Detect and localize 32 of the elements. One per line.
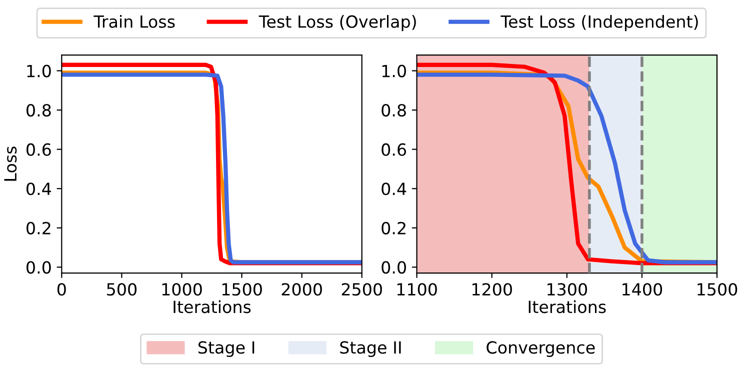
x-tick-label: 1500 [698,283,738,296]
y-tick-label: 0.8 [382,104,406,117]
x-tick-label: 1000 [162,283,202,296]
x-tick-label: 1300 [548,283,587,296]
x-tick-label: 1200 [472,283,512,296]
legend-label: Test Loss (Overlap) [258,15,416,32]
y-tick-label: 0.2 [26,222,50,234]
x-tick-label: 500 [107,283,137,296]
y-tick-label: 0.0 [382,261,406,274]
y-tick-label: 1.0 [27,64,51,78]
y-axis-title: Loss [4,146,17,181]
y-tick-label: 0.4 [26,182,52,196]
y-tick-label: 0.6 [26,143,51,156]
y-tick-label: 0.4 [382,182,406,196]
legend-label: Convergence [486,341,595,357]
y-tick-label: 0.8 [26,104,51,117]
x-tick-label: 2500 [342,283,382,296]
x-tick-label: 1500 [222,283,262,296]
y-tick-label: 0.0 [26,261,51,274]
x-tick-label: 1400 [622,283,662,296]
x-tick-label: 1100 [397,283,437,296]
legend-label: Train Loss [94,15,175,28]
x-axis-title: Iterations [528,300,606,314]
y-tick-label: 0.2 [382,222,406,234]
legend-label: Test Loss (Independent) [500,15,698,32]
x-tick-label: 2000 [282,283,322,296]
legend-label: Stage I [198,341,254,357]
x-tick-label: 0 [57,283,66,296]
y-tick-label: 1.0 [382,64,406,78]
x-axis-title: Iterations [174,300,251,314]
legend-label: Stage II [340,341,401,357]
y-tick-label: 0.6 [382,143,406,156]
